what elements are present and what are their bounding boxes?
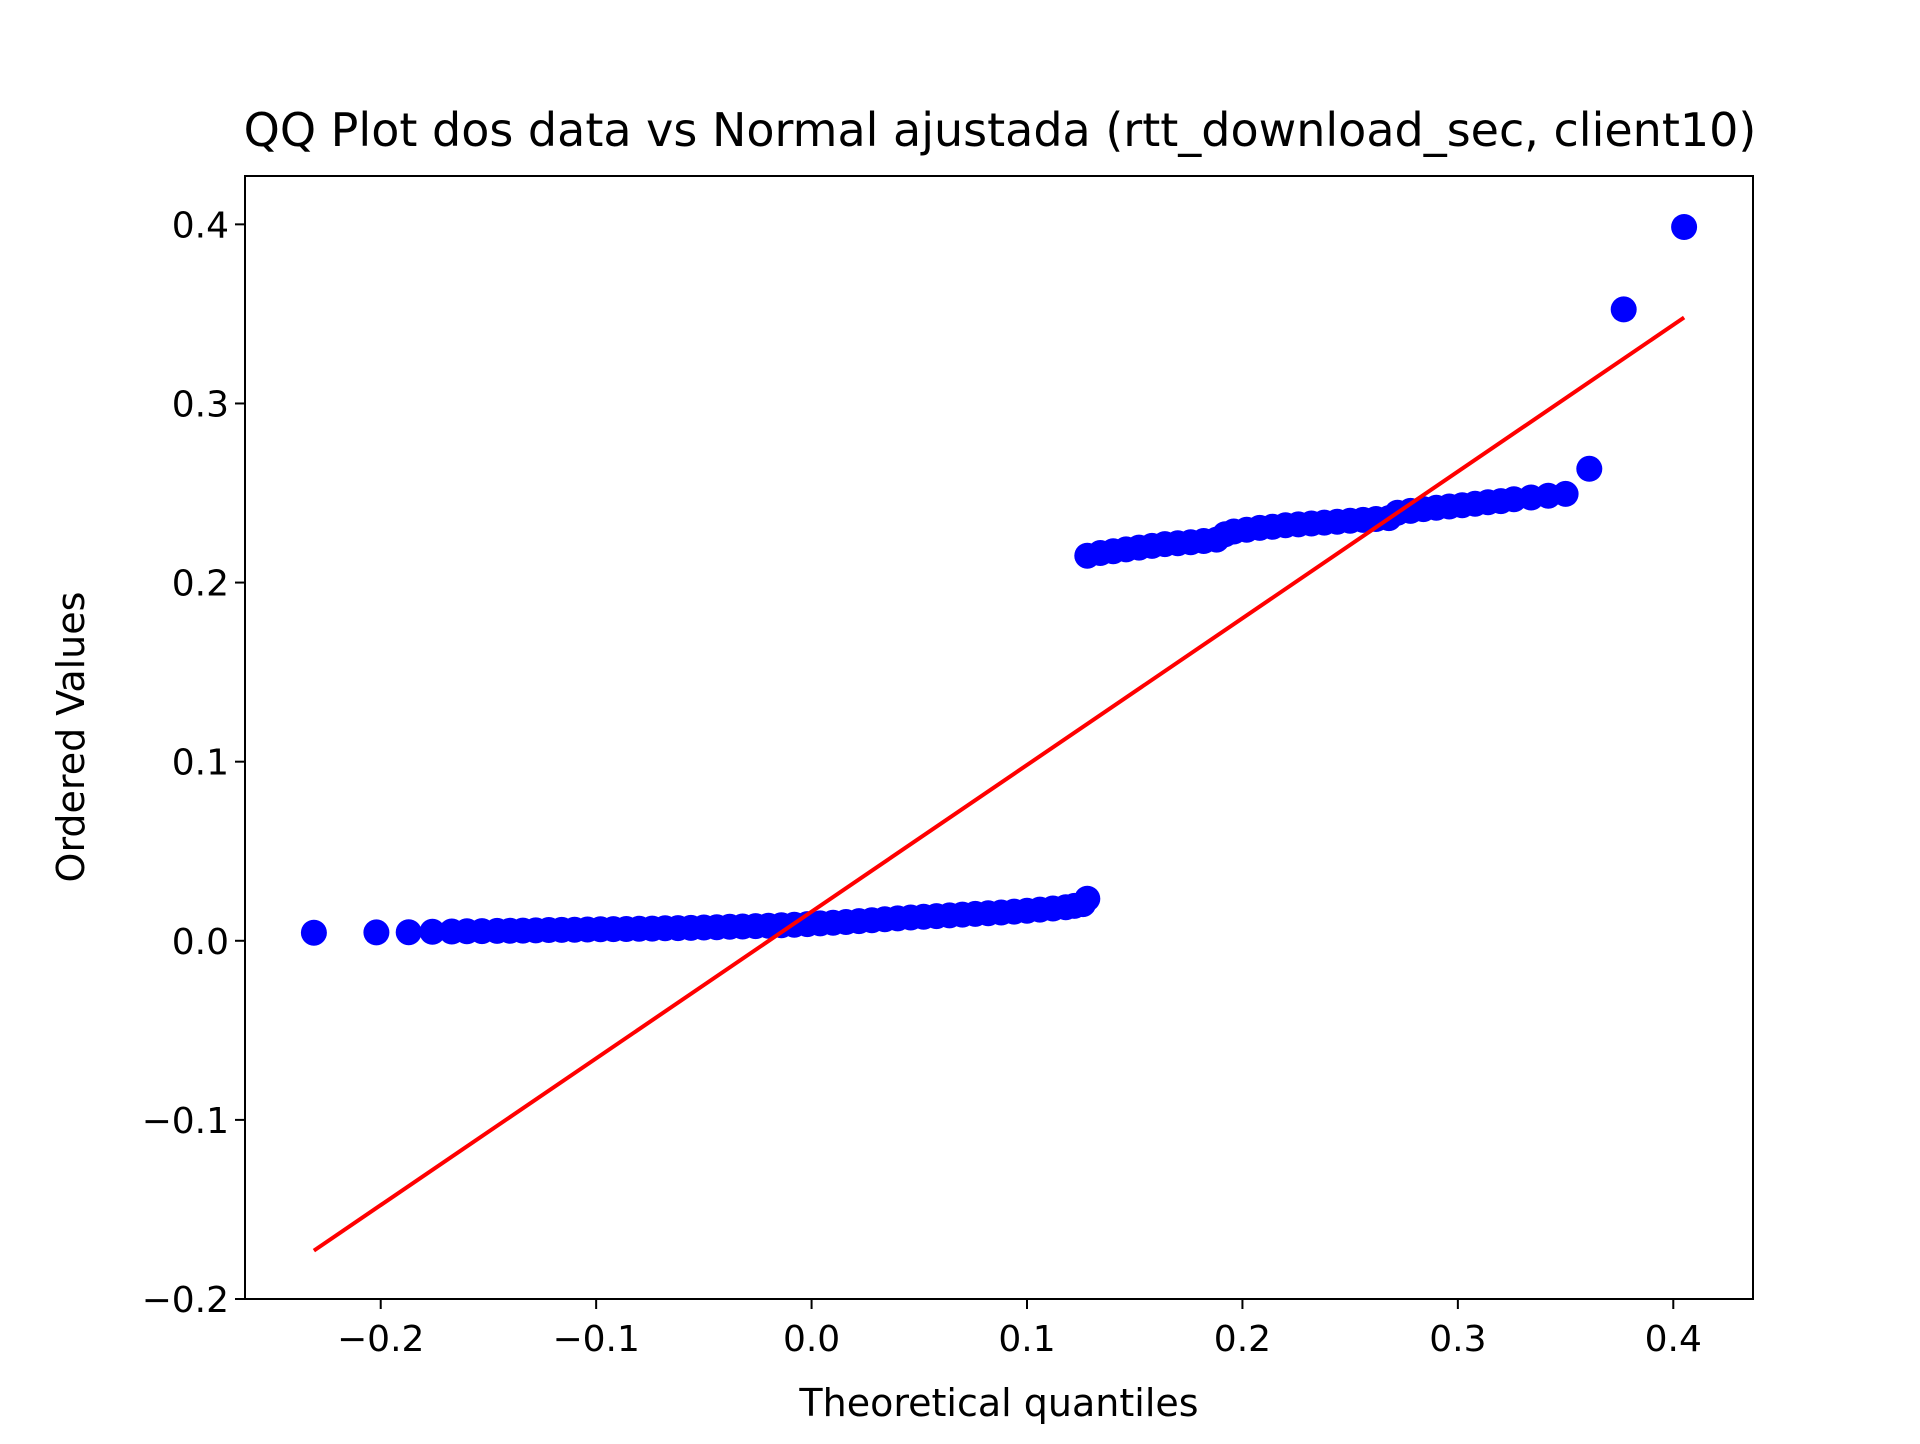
- data-point: [300, 919, 327, 946]
- x-axis-ticks: −0.2 −0.1 0.0 0.1 0.2 0.3 0.4: [337, 1299, 1702, 1360]
- data-point: [395, 919, 422, 946]
- y-tick-label: 0.1: [172, 743, 229, 784]
- data-point: [1552, 480, 1579, 507]
- chart-title: QQ Plot dos data vs Normal ajustada (rtt…: [244, 103, 1757, 157]
- x-tick-label: −0.1: [552, 1319, 639, 1360]
- axes-frame: [244, 175, 1754, 1300]
- y-tick-label: −0.2: [142, 1280, 229, 1321]
- y-tick-label: 0.3: [172, 384, 229, 425]
- y-tick-label: 0.4: [172, 205, 229, 246]
- y-axis-label: Ordered Values: [49, 592, 93, 883]
- data-point: [1671, 214, 1698, 240]
- data-point: [1610, 296, 1637, 323]
- x-tick-label: 0.3: [1429, 1319, 1486, 1360]
- x-tick-label: 0.0: [783, 1319, 840, 1360]
- y-tick-label: 0.0: [172, 922, 229, 963]
- y-tick-label: 0.2: [172, 564, 229, 605]
- x-tick-label: 0.4: [1645, 1319, 1702, 1360]
- y-tick-label: −0.1: [142, 1101, 229, 1142]
- data-point: [1074, 885, 1101, 912]
- plot-layer: [300, 214, 1698, 1253]
- data-point: [1576, 455, 1603, 482]
- x-tick-label: 0.2: [1214, 1319, 1271, 1360]
- fit-line: [312, 315, 1686, 1253]
- x-tick-label: 0.1: [998, 1319, 1055, 1360]
- y-axis-ticks: −0.2 −0.1 0.0 0.1 0.2 0.3 0.4: [142, 205, 245, 1321]
- data-point: [419, 918, 446, 945]
- x-axis-label: Theoretical quantiles: [798, 1381, 1198, 1425]
- data-point: [363, 919, 390, 946]
- x-tick-label: −0.2: [337, 1319, 424, 1360]
